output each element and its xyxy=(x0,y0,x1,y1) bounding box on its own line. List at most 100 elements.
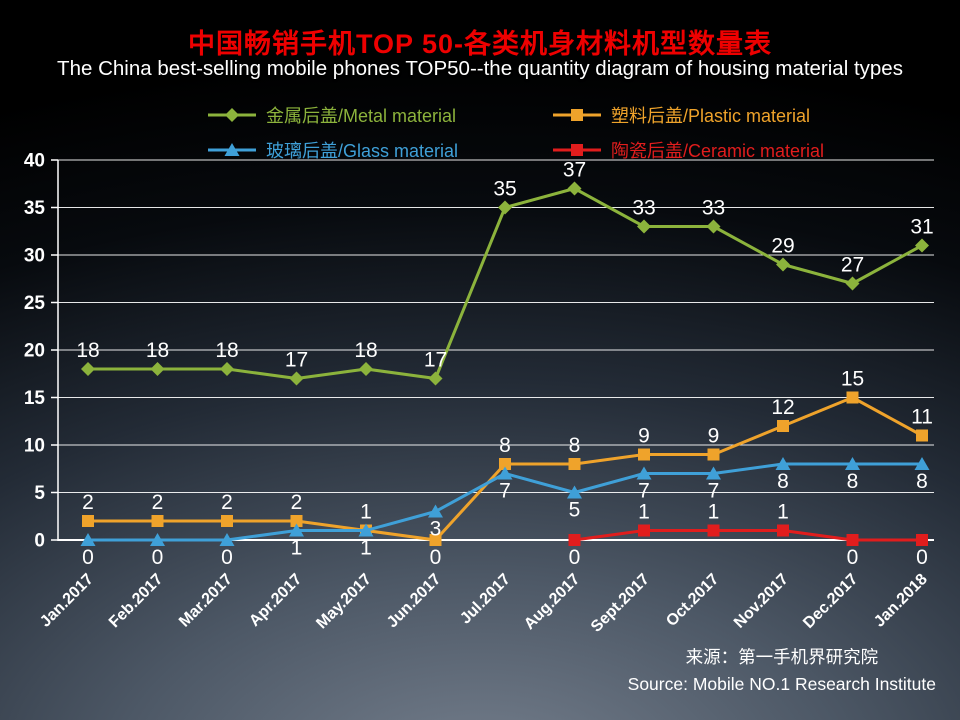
x-tick-label: May.2017 xyxy=(313,571,375,633)
metal-marker xyxy=(637,219,651,234)
ceramic-marker xyxy=(846,534,859,546)
metal-marker xyxy=(567,181,582,196)
legend-item-plastic: 塑料后盖/Plastic material xyxy=(553,102,824,128)
glass-data-label: 3 xyxy=(430,518,442,541)
ceramic-series-line xyxy=(574,529,922,542)
y-tick-label: 15 xyxy=(24,388,46,409)
metal-data-label: 37 xyxy=(563,159,586,182)
x-tick-label: Mar.2017 xyxy=(176,571,236,631)
ceramic-marker xyxy=(638,524,650,537)
x-tick-label: Jan.2018 xyxy=(871,571,931,631)
plastic-data-label: 12 xyxy=(771,396,794,419)
x-tick-label: Dec.2017 xyxy=(800,571,861,632)
glass-data-label: 7 xyxy=(708,480,720,503)
metal-marker xyxy=(81,362,95,376)
page-subtitle: The China best-selling mobile phones TOP… xyxy=(57,57,903,80)
y-tick-label: 40 xyxy=(24,151,45,172)
ceramic-marker xyxy=(707,524,720,537)
glass-marker xyxy=(80,533,96,546)
ceramic-legend-marker xyxy=(571,144,583,156)
y-tick-label: 10 xyxy=(24,436,45,457)
metal-marker xyxy=(359,362,373,376)
metal-data-label: 17 xyxy=(285,349,308,372)
plastic-data-label: 2 xyxy=(221,491,233,514)
y-tick-label: 5 xyxy=(34,483,45,504)
plastic-data-label: 9 xyxy=(638,425,650,448)
plastic-data-label: 1 xyxy=(360,501,372,524)
metal-marker xyxy=(289,371,304,386)
metal-marker xyxy=(220,362,234,376)
metal-marker xyxy=(428,371,443,386)
ceramic-data-label: 0 xyxy=(569,546,581,569)
plastic-data-label: 11 xyxy=(911,406,933,429)
metal-data-label: 18 xyxy=(215,339,238,362)
legend-item-ceramic: 陶瓷后盖/Ceramic material xyxy=(553,137,824,163)
plastic-marker xyxy=(82,515,94,527)
legend-label-ceramic: 陶瓷后盖/Ceramic material xyxy=(611,141,825,161)
metal-series-icon xyxy=(208,108,256,122)
ceramic-data-label: 0 xyxy=(847,546,859,569)
metal-data-label: 33 xyxy=(632,197,655,220)
glass-marker xyxy=(289,523,304,537)
x-tick-label: Feb.2017 xyxy=(106,571,167,632)
glass-series-icon xyxy=(208,143,256,156)
plastic-marker xyxy=(568,458,581,470)
ceramic-data-label: 0 xyxy=(916,546,928,569)
metal-data-label: 35 xyxy=(493,178,516,201)
glass-legend-marker xyxy=(224,143,240,156)
plastic-data-label: 9 xyxy=(708,425,720,448)
metal-marker xyxy=(776,257,790,272)
metal-data-label: 31 xyxy=(910,216,933,239)
plastic-data-label: 0 xyxy=(430,546,442,569)
metal-marker xyxy=(845,276,860,291)
plastic-data-label: 8 xyxy=(569,434,581,457)
plastic-data-label: 8 xyxy=(499,434,511,457)
ceramic-marker xyxy=(777,524,789,537)
x-tick-label: Jan.2017 xyxy=(37,571,97,631)
plastic-series-icon xyxy=(553,109,601,121)
metal-legend-marker xyxy=(225,108,239,122)
glass-data-label: 0 xyxy=(82,546,94,569)
glass-data-label: 1 xyxy=(291,537,303,560)
plastic-marker xyxy=(916,429,928,442)
glass-marker xyxy=(358,523,374,537)
glass-data-label: 5 xyxy=(569,499,581,522)
plastic-marker xyxy=(151,515,164,527)
ceramic-data-label: 1 xyxy=(708,501,720,524)
legend-label-metal: 金属后盖/Metal material xyxy=(266,106,457,126)
glass-marker xyxy=(845,457,860,470)
glass-marker xyxy=(428,504,443,518)
plastic-marker xyxy=(290,515,303,527)
glass-data-label: 0 xyxy=(152,546,164,569)
glass-data-label: 1 xyxy=(360,537,372,560)
chart-legend: 金属后盖/Metal material 塑料后盖/Plastic materia… xyxy=(208,102,824,163)
metal-marker xyxy=(498,200,512,215)
glass-marker xyxy=(219,533,235,546)
glass-marker xyxy=(497,466,513,480)
glass-marker xyxy=(775,457,791,470)
metal-data-label: 33 xyxy=(702,197,725,220)
glass-data-label: 8 xyxy=(777,470,789,493)
page-title: 中国畅销手机TOP 50-各类机身材料机型数量表 xyxy=(187,29,773,59)
plastic-marker xyxy=(499,458,511,470)
legend-item-glass: 玻璃后盖/Glass material xyxy=(208,137,553,163)
y-tick-label: 20 xyxy=(24,341,45,362)
plastic-marker xyxy=(846,391,859,404)
plastic-marker xyxy=(221,515,233,527)
y-tick-label: 25 xyxy=(24,293,46,314)
glass-data-label: 8 xyxy=(847,470,859,493)
source-line-en: Source: Mobile NO.1 Research Institute xyxy=(627,674,936,695)
glass-marker xyxy=(636,466,652,480)
legend-item-metal: 金属后盖/Metal material xyxy=(208,102,553,128)
source-line-cn: 来源：第一手机界研究院 xyxy=(685,647,879,667)
metal-marker xyxy=(915,238,929,253)
metal-data-label: 29 xyxy=(771,235,794,258)
glass-data-label: 8 xyxy=(916,470,928,493)
ceramic-data-label: 1 xyxy=(638,501,650,524)
metal-marker xyxy=(706,219,721,234)
x-tick-label: Aug.2017 xyxy=(521,571,583,633)
glass-data-label: 7 xyxy=(638,480,650,503)
metal-data-label: 17 xyxy=(424,349,447,372)
